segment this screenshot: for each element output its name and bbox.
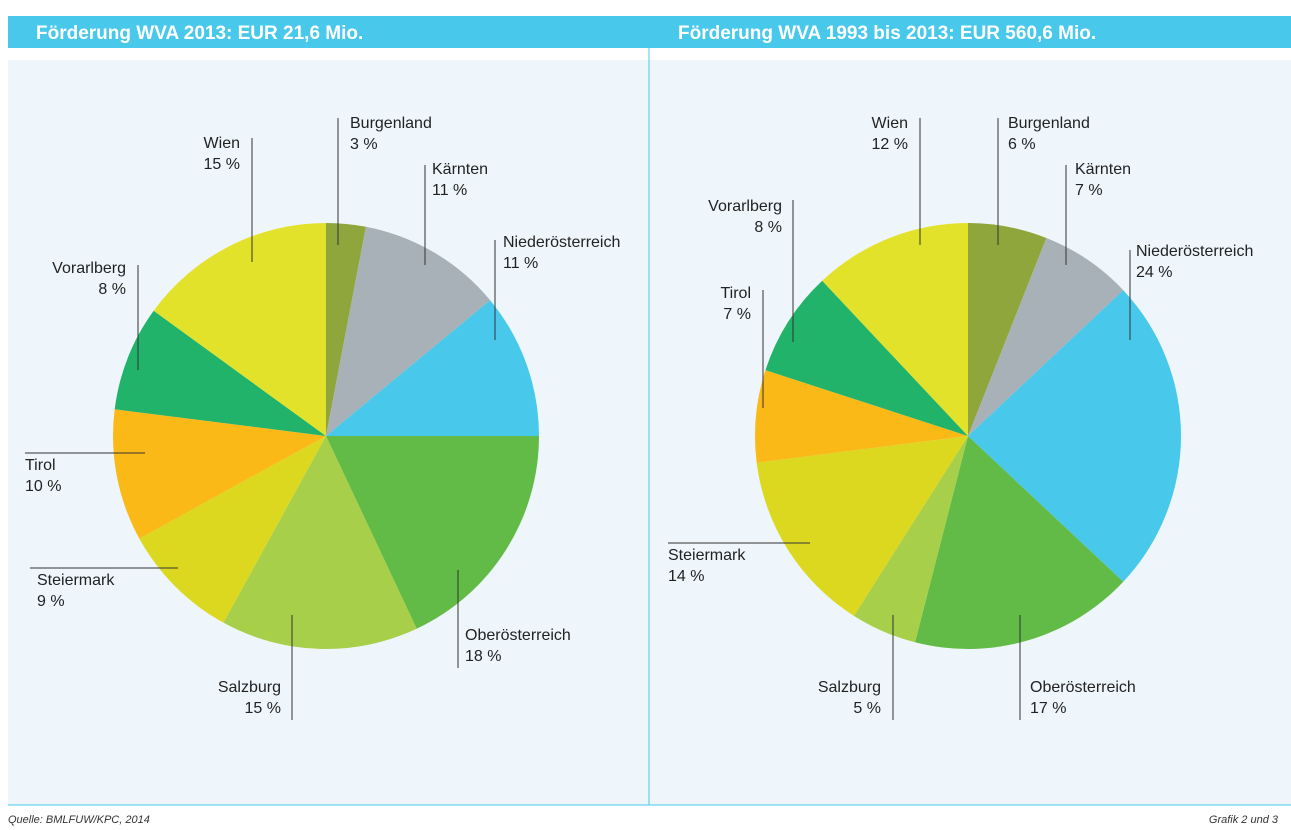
- pie-slice: [968, 223, 1047, 436]
- source: Quelle: BMLFUW/KPC, 2014: [8, 814, 150, 826]
- chart-title: Förderung WVA 2013: EUR 21,6 Mio.: [36, 23, 363, 44]
- pie-slice: [326, 436, 539, 629]
- slice-value-label: 24 %: [1136, 264, 1172, 281]
- pie-slice: [139, 436, 326, 623]
- slice-value-label: 18 %: [465, 648, 501, 665]
- pie-slice: [112, 409, 326, 539]
- pie-slice: [853, 436, 968, 643]
- slice-value-label: 6 %: [1008, 136, 1036, 153]
- slice-label: Oberösterreich: [1030, 679, 1136, 696]
- slice-label: Burgenland: [1008, 115, 1090, 132]
- pie-slice: [915, 436, 1124, 649]
- pie-slice: [114, 310, 326, 436]
- pie-slice: [756, 436, 968, 616]
- slice-label: Wien: [204, 135, 240, 152]
- pie-slice: [326, 300, 539, 436]
- slice-label: Salzburg: [818, 679, 881, 696]
- slice-value-label: 8 %: [754, 219, 782, 236]
- slice-value-label: 8 %: [98, 281, 126, 298]
- pie-slice: [153, 222, 326, 436]
- pie-slice: [765, 280, 968, 436]
- pie-slice: [326, 223, 366, 436]
- slice-label: Vorarlberg: [52, 260, 126, 277]
- pie-slice: [223, 436, 417, 650]
- slice-value-label: 10 %: [25, 478, 61, 495]
- slice-label: Kärnten: [432, 161, 488, 178]
- slice-label: Steiermark: [37, 572, 115, 589]
- pie-slice: [968, 237, 1124, 436]
- slice-label: Wien: [872, 115, 908, 132]
- pie-slice: [968, 290, 1181, 582]
- slice-label: Salzburg: [218, 679, 281, 696]
- slice-value-label: 3 %: [350, 136, 378, 153]
- slice-label: Kärnten: [1075, 161, 1131, 178]
- slice-label: Tirol: [25, 457, 56, 474]
- slice-value-label: 7 %: [1075, 182, 1103, 199]
- figure-label: Grafik 2 und 3: [1209, 814, 1279, 826]
- slice-label: Niederösterreich: [503, 234, 620, 251]
- slice-value-label: 7 %: [723, 306, 751, 323]
- pie-slice: [822, 223, 968, 436]
- pie-slice: [755, 370, 968, 463]
- slice-value-label: 5 %: [853, 700, 881, 717]
- slice-value-label: 12 %: [872, 136, 908, 153]
- slice-value-label: 11 %: [432, 182, 467, 199]
- pie-slice: [326, 226, 491, 436]
- slice-label: Niederösterreich: [1136, 243, 1253, 260]
- chart-title: Förderung WVA 1993 bis 2013: EUR 560,6 M…: [678, 23, 1096, 44]
- slice-value-label: 9 %: [37, 593, 65, 610]
- slice-label: Tirol: [720, 285, 751, 302]
- slice-value-label: 15 %: [204, 156, 240, 173]
- header-bar: [8, 16, 1291, 48]
- slice-label: Steiermark: [668, 547, 746, 564]
- slice-label: Burgenland: [350, 115, 432, 132]
- slice-value-label: 14 %: [668, 568, 704, 585]
- slice-value-label: 17 %: [1030, 700, 1066, 717]
- slice-value-label: 15 %: [245, 700, 281, 717]
- slice-value-label: 11 %: [503, 255, 538, 272]
- slice-label: Oberösterreich: [465, 627, 571, 644]
- slice-label: Vorarlberg: [708, 198, 782, 215]
